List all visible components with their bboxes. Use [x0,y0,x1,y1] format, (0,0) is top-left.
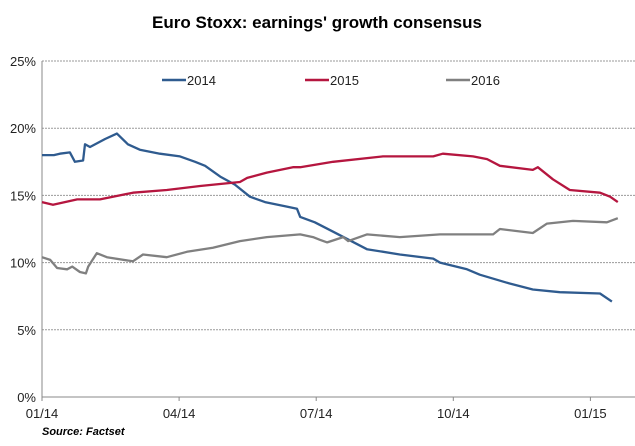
chart-title: Euro Stoxx: earnings' growth consensus [152,13,482,32]
series-line-2015 [41,152,619,206]
y-tick-label: 25% [10,54,36,69]
x-tick-label: 01/14 [26,406,59,421]
series-line-2014 [42,132,613,303]
y-tick-label: 20% [10,121,36,136]
legend-label: 2014 [187,73,216,88]
series-line-2016 [41,217,619,275]
x-tick-label: 04/14 [163,406,196,421]
y-tick-label: 15% [10,188,36,203]
y-tick-label: 0% [17,390,36,405]
x-tick-label: 10/14 [437,406,470,421]
legend-label: 2016 [471,73,500,88]
legend-label: 2015 [330,73,359,88]
y-tick-label: 10% [10,256,36,271]
x-tick-label: 01/15 [574,406,607,421]
y-tick-label: 5% [17,323,36,338]
source-note: Source: Factset [42,426,126,438]
x-tick-label: 07/14 [300,406,333,421]
